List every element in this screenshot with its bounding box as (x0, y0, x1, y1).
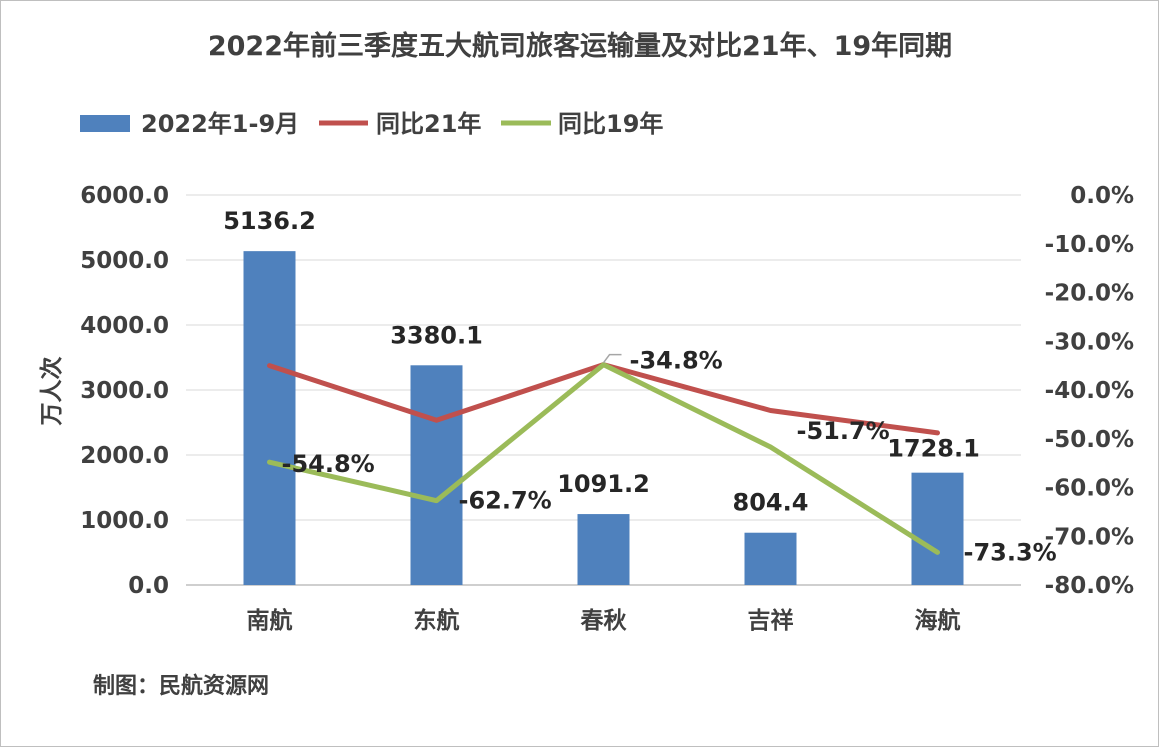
x-tick-label: 东航 (414, 607, 460, 634)
bar (410, 365, 463, 585)
bar (577, 514, 630, 585)
data-labels: 5136.2 3380.1 1091.2 804.4 1728.1 -54.8% -62.7… (223, 207, 1057, 566)
y-tick-label: 6000.0 (80, 183, 169, 209)
y2-tick-label: 0.0% (1070, 183, 1134, 209)
x-tick-label: 南航 (247, 607, 293, 634)
legend-label-vs19: 同比19年 (558, 110, 663, 138)
y2-tick-label: -80.0% (1045, 573, 1134, 599)
y2-tick-label: -10.0% (1045, 232, 1134, 258)
y2-tick-label: -30.0% (1045, 329, 1134, 355)
bar (243, 251, 296, 585)
bar-series (243, 251, 964, 585)
x-tick-label: 吉祥 (748, 607, 794, 634)
chart-title: 2022年前三季度五大航司旅客运输量及对比21年、19年同期 (208, 30, 952, 62)
y-axis-right: -80.0% -70.0% -60.0% -50.0% -40.0% -30.0% -20.… (1045, 183, 1134, 599)
y2-tick-label: -20.0% (1045, 281, 1134, 307)
line-data-label: -54.8% (282, 450, 375, 478)
x-axis: 南航 东航 春秋 吉祥 海航 (247, 607, 961, 634)
legend-label-2022: 2022年1-9月 (141, 110, 299, 138)
line-data-label: -34.8% (630, 347, 723, 375)
line-series (267, 362, 940, 555)
y2-tick-label: -60.0% (1045, 476, 1134, 502)
line-data-label: -73.3% (964, 538, 1057, 566)
bar-data-label: 1091.2 (557, 470, 650, 498)
series-line-vs19 (267, 362, 940, 555)
line-data-label: -51.7% (797, 417, 890, 445)
line-data-label: -62.7% (459, 487, 552, 515)
legend: 2022年1-9月 同比21年 同比19年 (80, 110, 663, 138)
y-tick-label: 3000.0 (80, 378, 169, 404)
legend-label-vs21: 同比21年 (376, 110, 481, 138)
y2-tick-label: -40.0% (1045, 378, 1134, 404)
y-axis-title: 万人次 (38, 357, 65, 426)
y-tick-label: 4000.0 (80, 313, 169, 339)
label-leader-line (602, 353, 622, 364)
y-tick-label: 0.0 (128, 573, 169, 599)
y-axis-left: 0.0 1000.0 2000.0 3000.0 4000.0 5000.0 6000.0 (80, 183, 169, 599)
legend-swatch-bar (80, 115, 130, 132)
y-tick-label: 2000.0 (80, 443, 169, 469)
x-tick-label: 春秋 (580, 608, 628, 634)
bar-data-label: 3380.1 (390, 321, 483, 349)
bar-data-label: 5136.2 (223, 207, 316, 235)
source-note: 制图：民航资源网 (93, 673, 269, 699)
y-tick-label: 5000.0 (80, 248, 169, 274)
bar-data-label: 804.4 (733, 489, 809, 517)
bar (744, 532, 797, 585)
y-tick-label: 1000.0 (80, 508, 169, 534)
bar (911, 472, 964, 585)
x-tick-label: 海航 (915, 607, 961, 634)
y2-tick-label: -50.0% (1045, 427, 1134, 453)
y2-tick-label: -70.0% (1045, 524, 1134, 550)
bar-data-label: 1728.1 (887, 435, 980, 463)
